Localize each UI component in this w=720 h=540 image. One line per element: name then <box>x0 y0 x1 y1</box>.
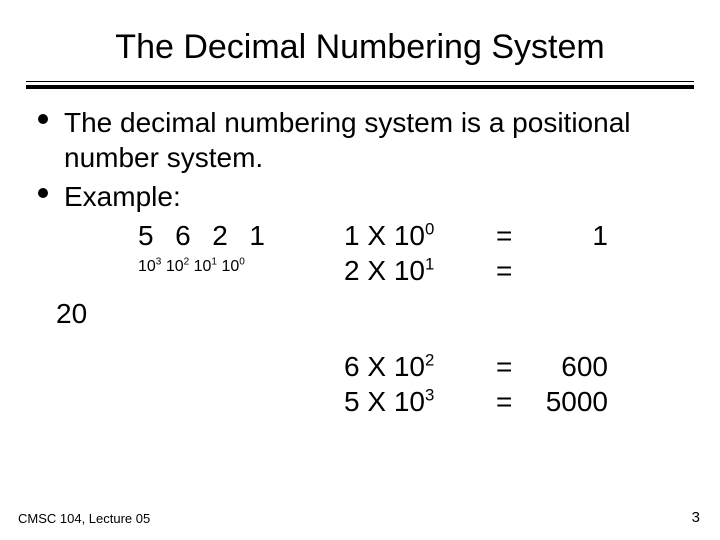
equation-lhs: 5 X 103 <box>344 384 496 419</box>
equals-sign: = <box>496 349 528 384</box>
bullet-text: The decimal numbering system is a positi… <box>64 107 630 173</box>
digit: 6 <box>175 220 193 251</box>
place-value: 100 <box>221 258 244 275</box>
example-right: 1 X 100 = 1 2 X 101 = <box>344 218 680 288</box>
bullet-item: Example: <box>64 179 680 214</box>
equation-lhs: 2 X 101 <box>344 253 496 288</box>
example-columns: 5 6 2 1 103 102 101 100 1 X 100 = 1 <box>64 218 680 288</box>
example-right-2: 6 X 102 = 600 5 X 103 = 5000 <box>344 333 680 419</box>
equals-sign: = <box>496 218 528 253</box>
bullet-text: Example: <box>64 181 181 212</box>
place-value: 103 <box>138 258 161 275</box>
page-number: 3 <box>692 509 700 526</box>
footer-left: CMSC 104, Lecture 05 <box>18 511 150 526</box>
equation-lhs: 1 X 100 <box>344 218 496 253</box>
place-value: 102 <box>166 258 189 275</box>
equation-row: 5 X 103 = 5000 <box>344 384 680 419</box>
slide: The Decimal Numbering System The decimal… <box>0 0 720 540</box>
digit: 5 <box>138 220 156 251</box>
equation-row: 6 X 102 = 600 <box>344 349 680 384</box>
equation-rhs: 5000 <box>528 384 608 419</box>
place-value: 101 <box>194 258 217 275</box>
example-left-spacer <box>64 333 344 419</box>
example-digits: 5 6 2 1 <box>138 218 344 253</box>
equation-rhs: 1 <box>528 218 608 253</box>
equals-sign: = <box>496 253 528 288</box>
example-left: 5 6 2 1 103 102 101 100 <box>64 218 344 288</box>
equation-rhs: 600 <box>528 349 608 384</box>
slide-body: The decimal numbering system is a positi… <box>0 89 720 419</box>
example-columns-2: 6 X 102 = 600 5 X 103 = 5000 <box>64 333 680 419</box>
equation-row: 1 X 100 = 1 <box>344 218 680 253</box>
example-place-values: 103 102 101 100 <box>138 257 344 277</box>
digit: 1 <box>249 220 267 251</box>
equals-sign: = <box>496 384 528 419</box>
slide-title: The Decimal Numbering System <box>0 0 720 81</box>
bullet-icon <box>38 188 48 198</box>
digit: 2 <box>212 220 230 251</box>
equation-lhs: 6 X 102 <box>344 349 496 384</box>
title-rule <box>0 81 720 89</box>
bullet-item: The decimal numbering system is a positi… <box>64 105 680 175</box>
equation-rhs <box>528 253 608 288</box>
equation-row: 2 X 101 = <box>344 253 680 288</box>
bullet-icon <box>38 114 48 124</box>
example-continuation: 20 <box>56 296 680 331</box>
